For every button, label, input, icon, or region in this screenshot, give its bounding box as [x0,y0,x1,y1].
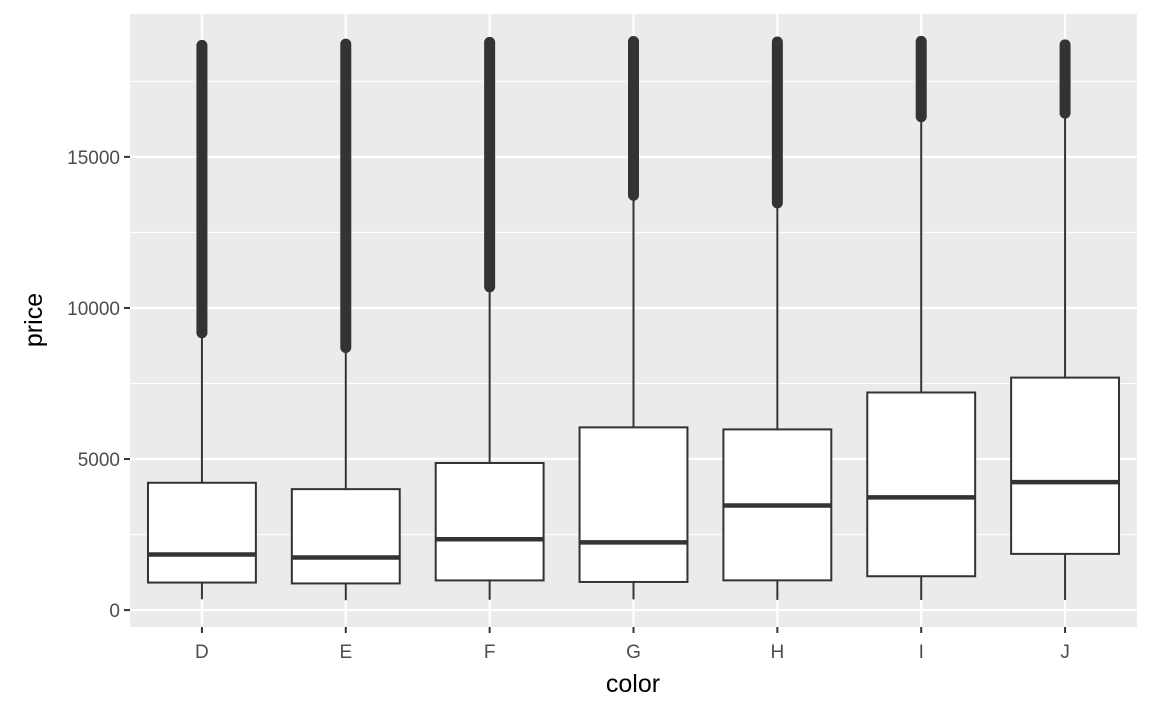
box-H [722,36,833,600]
x-tick-label: G [626,642,641,663]
x-tick-label: F [484,642,496,663]
box-E [290,38,401,601]
box-J [1010,39,1121,600]
box-G [578,36,689,600]
box [146,481,257,584]
x-tick-label: I [919,642,924,663]
box [434,462,545,582]
y-tick-label: 10000 [67,299,120,320]
box-F [434,36,545,600]
box [866,391,977,578]
x-axis-title: color [606,670,660,698]
x-tick-label: D [195,642,209,663]
box-I [866,35,977,600]
boxes [146,35,1121,601]
y-axis-title: price [20,293,48,347]
y-axis: 0 5000 10000 15000 [67,148,130,622]
x-tick-label: J [1060,642,1070,663]
box [1010,376,1121,555]
box [290,488,401,585]
box-D [146,39,257,600]
x-axis: D E F G H I J [195,627,1070,663]
x-tick-label: E [339,642,352,663]
box [578,426,689,583]
x-tick-label: H [770,642,784,663]
y-tick-label: 15000 [67,148,120,169]
y-tick-label: 5000 [78,450,120,471]
y-tick-label: 0 [109,601,120,622]
